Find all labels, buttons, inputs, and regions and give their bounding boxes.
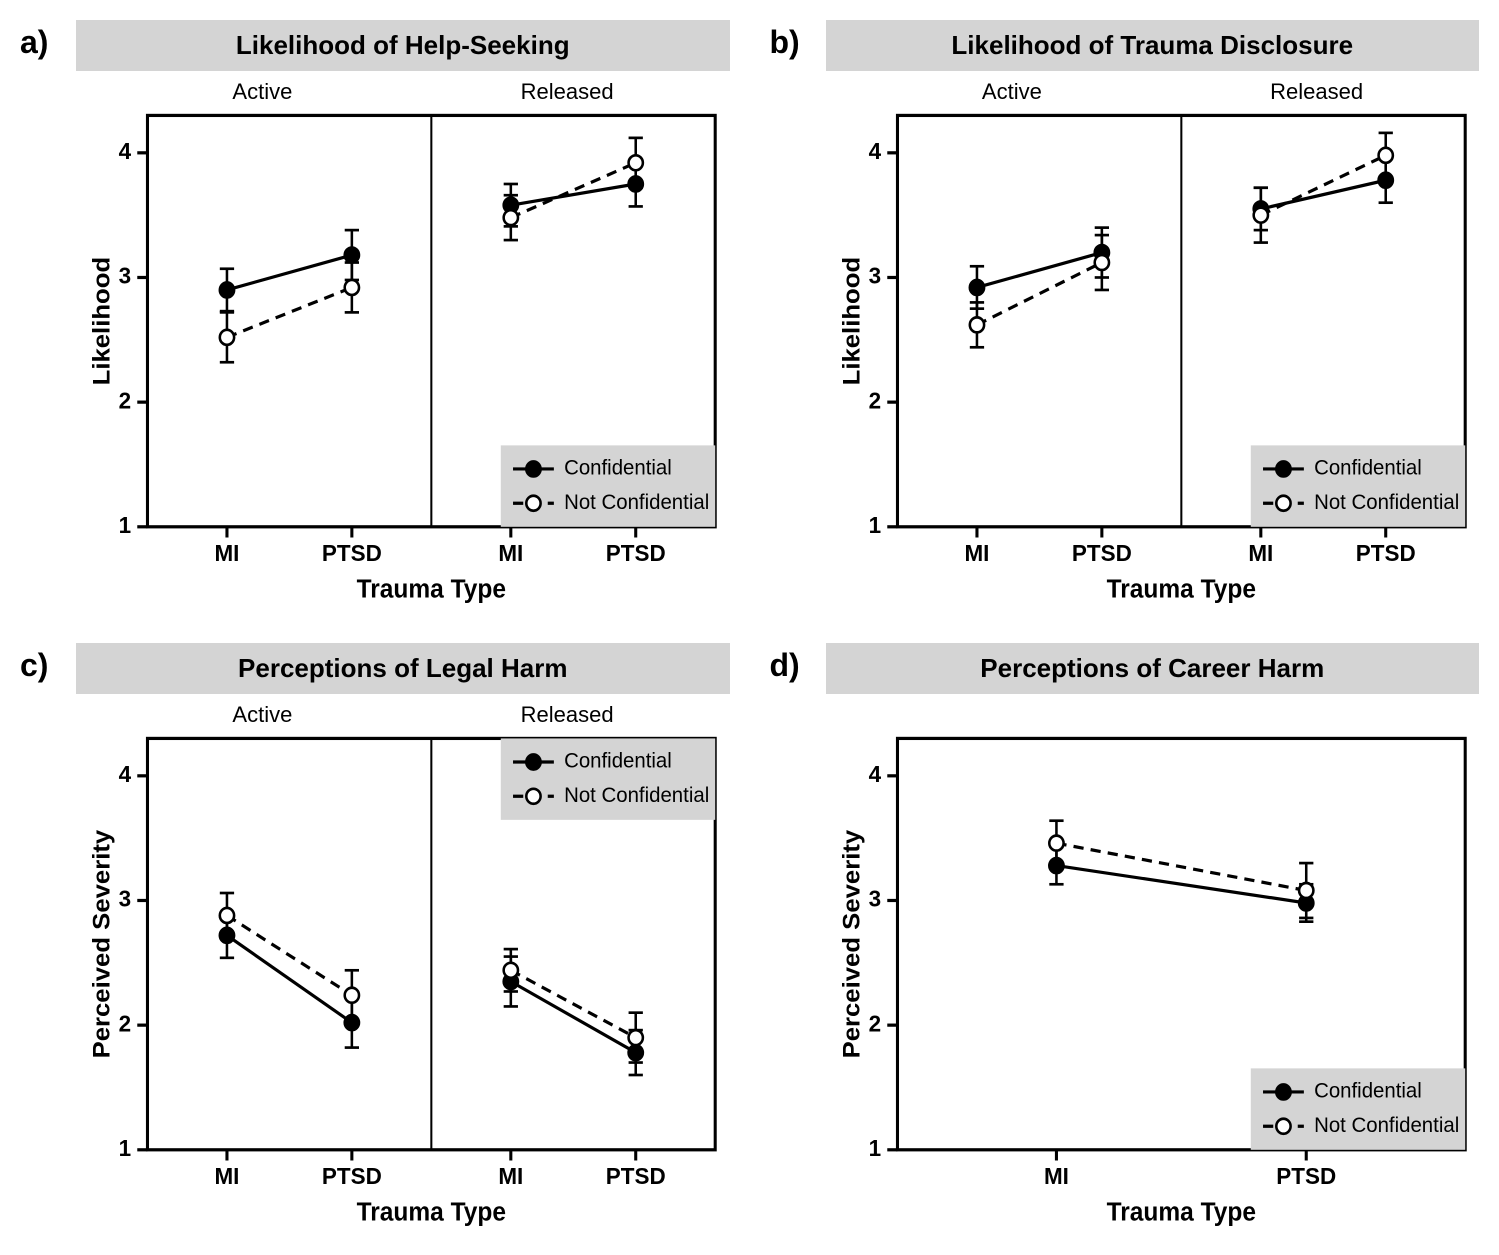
chart-area: 1 2 3 4 Perceived Severity Trauma Type MI PTSD C… xyxy=(826,732,1480,1236)
svg-text:2: 2 xyxy=(868,1009,881,1036)
panel-title: Perceptions of Legal Harm xyxy=(76,643,730,694)
figure-grid: a)Likelihood of Help-SeekingActiveReleas… xyxy=(20,20,1479,1235)
svg-text:4: 4 xyxy=(119,138,132,165)
facet-header: Released xyxy=(415,79,720,105)
svg-text:MI: MI xyxy=(1043,1162,1068,1189)
svg-text:Trauma Type: Trauma Type xyxy=(357,1197,506,1226)
svg-text:Trauma Type: Trauma Type xyxy=(1106,575,1255,604)
legend: Confidential Not Confidential xyxy=(1250,445,1464,526)
svg-text:Not Confidential: Not Confidential xyxy=(564,783,709,807)
svg-text:2: 2 xyxy=(868,387,881,414)
svg-text:MI: MI xyxy=(1248,540,1273,567)
chart-svg: 1 2 3 4 Perceived Severity Trauma Type MI PTSD C… xyxy=(826,732,1480,1236)
panel-c: c)Perceptions of Legal Harm ActiveRelease… xyxy=(20,643,730,1236)
svg-text:1: 1 xyxy=(119,512,132,539)
svg-text:Confidential: Confidential xyxy=(1314,456,1422,480)
svg-text:Not Confidential: Not Confidential xyxy=(1314,490,1459,514)
svg-text:2: 2 xyxy=(119,1009,132,1036)
svg-text:Confidential: Confidential xyxy=(564,456,672,480)
svg-text:Not Confidential: Not Confidential xyxy=(564,490,709,514)
svg-text:4: 4 xyxy=(119,760,132,787)
svg-text:3: 3 xyxy=(868,262,881,289)
facet-headers: ActiveReleased xyxy=(110,702,720,728)
facet-header: Active xyxy=(110,702,415,728)
chart-svg: 1 2 3 4 Perceived Severity Trauma Type MI PTSD M… xyxy=(76,732,730,1236)
svg-text:PTSD: PTSD xyxy=(606,540,666,567)
panel-b: b)Likelihood of Trauma Disclosure ActiveR… xyxy=(770,20,1480,613)
svg-text:1: 1 xyxy=(868,512,881,539)
svg-text:4: 4 xyxy=(868,760,881,787)
chart-area: 1 2 3 4 Likelihood Trauma Type MI PTSD MI PTSD Con… xyxy=(826,109,1480,613)
facet-headers: ActiveReleased xyxy=(860,79,1470,105)
panel-letter: c) xyxy=(20,643,76,684)
panel-title: Perceptions of Career Harm xyxy=(826,643,1480,694)
panel-letter: a) xyxy=(20,20,76,61)
svg-text:Confidential: Confidential xyxy=(1314,1079,1422,1103)
panel-letter: d) xyxy=(770,643,826,684)
svg-text:3: 3 xyxy=(119,262,132,289)
svg-text:PTSD: PTSD xyxy=(1071,540,1131,567)
chart-area: 1 2 3 4 Perceived Severity Trauma Type MI PTSD M… xyxy=(76,732,730,1236)
svg-text:4: 4 xyxy=(868,138,881,165)
panel-d: d)Perceptions of Career Harm 1 2 3 4 Perceive… xyxy=(770,643,1480,1236)
svg-text:PTSD: PTSD xyxy=(1355,540,1415,567)
svg-text:MI: MI xyxy=(214,540,239,567)
chart-svg: 1 2 3 4 Likelihood Trauma Type MI PTSD MI PTSD Con… xyxy=(76,109,730,613)
panel-letter: b) xyxy=(770,20,826,61)
svg-text:MI: MI xyxy=(498,540,523,567)
chart-area: 1 2 3 4 Likelihood Trauma Type MI PTSD MI PTSD Con… xyxy=(76,109,730,613)
svg-text:PTSD: PTSD xyxy=(322,1162,382,1189)
legend: Confidential Not Confidential xyxy=(1250,1068,1464,1149)
facet-headers: ActiveReleased xyxy=(110,79,720,105)
svg-text:Confidential: Confidential xyxy=(564,749,672,773)
svg-text:MI: MI xyxy=(214,1162,239,1189)
svg-text:Perceived Severity: Perceived Severity xyxy=(88,829,115,1058)
svg-text:PTSD: PTSD xyxy=(606,1162,666,1189)
legend: Confidential Not Confidential xyxy=(501,445,715,526)
svg-text:3: 3 xyxy=(868,885,881,912)
svg-text:3: 3 xyxy=(119,885,132,912)
facet-header: Released xyxy=(415,702,720,728)
panel-title: Likelihood of Trauma Disclosure xyxy=(826,20,1480,71)
facet-header: Released xyxy=(1164,79,1469,105)
svg-text:Trauma Type: Trauma Type xyxy=(357,575,506,604)
panel-title: Likelihood of Help-Seeking xyxy=(76,20,730,71)
svg-text:2: 2 xyxy=(119,387,132,414)
svg-text:Likelihood: Likelihood xyxy=(88,257,115,386)
panel-a: a)Likelihood of Help-Seeking ActiveReleas… xyxy=(20,20,730,613)
svg-text:Trauma Type: Trauma Type xyxy=(1106,1197,1255,1226)
legend: Confidential Not Confidential xyxy=(501,738,715,819)
svg-text:PTSD: PTSD xyxy=(322,540,382,567)
svg-text:MI: MI xyxy=(498,1162,523,1189)
svg-text:1: 1 xyxy=(119,1134,132,1161)
svg-text:Not Confidential: Not Confidential xyxy=(1314,1113,1459,1137)
svg-text:MI: MI xyxy=(964,540,989,567)
svg-text:Perceived Severity: Perceived Severity xyxy=(838,829,865,1058)
svg-text:Likelihood: Likelihood xyxy=(838,257,865,386)
facet-header: Active xyxy=(110,79,415,105)
chart-svg: 1 2 3 4 Likelihood Trauma Type MI PTSD MI PTSD Con… xyxy=(826,109,1480,613)
svg-text:1: 1 xyxy=(868,1134,881,1161)
svg-text:PTSD: PTSD xyxy=(1276,1162,1336,1189)
facet-header: Active xyxy=(860,79,1165,105)
